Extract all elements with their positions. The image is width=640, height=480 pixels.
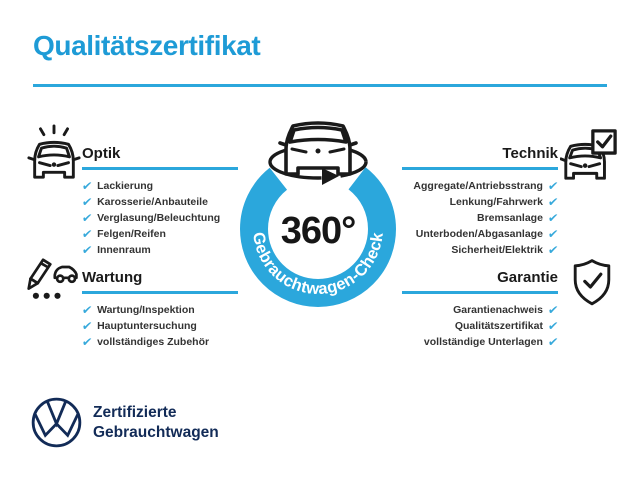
checklist-item-label: Sicherheit/Elektrik	[451, 243, 543, 256]
checklist-item-label: Bremsanlage	[476, 211, 543, 224]
section-wartung: Wartung ✔ Wartung/Inspektion ✔ Hauptuntersu…	[81, 269, 238, 350]
check-icon: ✔	[81, 178, 94, 193]
check-icon: ✔	[81, 226, 94, 241]
section-technik: Technik ✔ Aggregate/Antriebsstrang ✔ Lenkun…	[402, 145, 559, 258]
check-icon: ✔	[546, 334, 559, 349]
checklist-item: ✔ Aggregate/Antriebsstrang	[413, 178, 559, 194]
car-shine-icon	[27, 124, 81, 179]
checklist-item: ✔ Garantienachweis	[453, 302, 559, 318]
section-garantie: Garantie ✔ Garantienachweis ✔ Qualitätszert…	[402, 269, 559, 350]
checklist-item-label: Innenraum	[97, 243, 151, 256]
check-ring	[240, 151, 396, 307]
section-title-wartung: Wartung	[82, 269, 143, 286]
check-icon: ✔	[546, 226, 559, 241]
check-icon: ✔	[81, 318, 94, 333]
checklist-item-label: Lenkung/Fahrwerk	[449, 195, 543, 208]
checklist-item: ✔ Karosserie/Anbauteile	[81, 194, 238, 210]
section-divider	[82, 167, 238, 170]
section-title-technik: Technik	[502, 145, 558, 162]
brand-line-2: Gebrauchtwagen	[93, 423, 219, 441]
check-icon: ✔	[546, 210, 559, 225]
checklist-technik: ✔ Aggregate/Antriebsstrang ✔ Lenkung/Fahrwe…	[402, 178, 559, 258]
vw-logo	[31, 397, 82, 448]
check-icon: ✔	[81, 242, 94, 257]
checklist-item: ✔ Wartung/Inspektion	[81, 302, 238, 318]
checklist-item: ✔ Unterboden/Abgasanlage	[415, 226, 559, 242]
section-divider	[402, 291, 558, 294]
checklist-item-label: vollständiges Zubehör	[97, 335, 210, 348]
360-degree-label: 360°	[281, 210, 356, 252]
checklist-item: ✔ vollständige Unterlagen	[423, 334, 559, 350]
service-checklist-icon	[27, 258, 78, 299]
check-icon: ✔	[81, 194, 94, 209]
brand-footer: Zertifizierte Gebrauchtwagen	[30, 396, 219, 449]
checklist-item-label: Aggregate/Antriebsstrang	[413, 179, 543, 192]
checklist-item: ✔ Bremsanlage	[476, 210, 559, 226]
section-title-optik: Optik	[82, 145, 121, 162]
checklist-item-label: Garantienachweis	[453, 303, 543, 316]
checklist-item-label: vollständige Unterlagen	[423, 335, 543, 348]
section-title-garantie: Garantie	[497, 269, 558, 286]
checklist-item: ✔ vollständiges Zubehör	[81, 334, 238, 350]
checklist-item: ✔ Verglasung/Beleuchtung	[81, 210, 238, 226]
checklist-item: ✔ Hauptuntersuchung	[81, 318, 238, 334]
checklist-item: ✔ Innenraum	[81, 242, 238, 258]
checklist-wartung: ✔ Wartung/Inspektion ✔ Hauptuntersuchung ✔ vo…	[81, 302, 238, 350]
section-divider	[402, 167, 558, 170]
brand-text: Zertifizierte Gebrauchtwagen	[93, 403, 219, 443]
checklist-item-label: Hauptuntersuchung	[97, 319, 197, 332]
checklist-item-label: Wartung/Inspektion	[97, 303, 195, 316]
check-icon: ✔	[546, 178, 559, 193]
checklist-item: ✔ Sicherheit/Elektrik	[451, 242, 559, 258]
section-optik: Optik ✔ Lackierung ✔ Karosserie/Anbauteile ✔…	[81, 145, 238, 258]
check-icon: ✔	[81, 334, 94, 349]
car-checkbox-icon	[560, 129, 617, 180]
page-title: Qualitätszertifikat	[33, 30, 261, 61]
check-icon: ✔	[81, 210, 94, 225]
360-check-badge: Gebrauchtwagen-Check 360°	[240, 121, 396, 307]
section-divider	[82, 291, 238, 294]
check-icon: ✔	[546, 242, 559, 257]
checklist-item-label: Unterboden/Abgasanlage	[415, 227, 543, 240]
checklist-item-label: Verglasung/Beleuchtung	[97, 211, 221, 224]
checklist-item: ✔ Felgen/Reifen	[81, 226, 238, 242]
checklist-item: ✔ Qualitätszertifikat	[454, 318, 559, 334]
checklist-item-label: Felgen/Reifen	[97, 227, 166, 240]
checklist-item-label: Lackierung	[97, 179, 154, 192]
brand-line-1: Zertifizierte	[93, 403, 177, 421]
checklist-item-label: Qualitätszertifikat	[454, 319, 543, 332]
checklist-garantie: ✔ Garantienachweis ✔ Qualitätszertifikat ✔ vo…	[402, 302, 559, 350]
shield-check-icon	[573, 259, 611, 306]
check-icon: ✔	[81, 302, 94, 317]
check-icon: ✔	[546, 318, 559, 333]
check-icon: ✔	[546, 194, 559, 209]
check-icon: ✔	[546, 302, 559, 317]
checklist-item: ✔ Lackierung	[81, 178, 238, 194]
title-divider	[33, 84, 607, 87]
checklist-item: ✔ Lenkung/Fahrwerk	[449, 194, 559, 210]
checklist-optik: ✔ Lackierung ✔ Karosserie/Anbauteile ✔ Vergla…	[81, 178, 238, 258]
checklist-item-label: Karosserie/Anbauteile	[97, 195, 208, 208]
